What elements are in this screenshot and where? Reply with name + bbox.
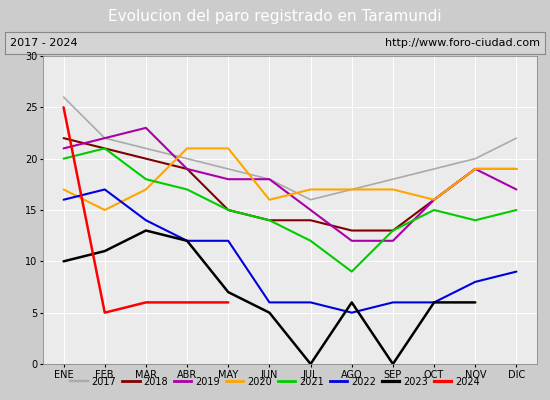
- Legend: 2017, 2018, 2019, 2020, 2021, 2022, 2023, 2024: 2017, 2018, 2019, 2020, 2021, 2022, 2023…: [68, 375, 482, 389]
- Text: Evolucion del paro registrado en Taramundi: Evolucion del paro registrado en Taramun…: [108, 10, 442, 24]
- Text: 2017 - 2024: 2017 - 2024: [10, 38, 78, 48]
- Text: http://www.foro-ciudad.com: http://www.foro-ciudad.com: [384, 38, 540, 48]
